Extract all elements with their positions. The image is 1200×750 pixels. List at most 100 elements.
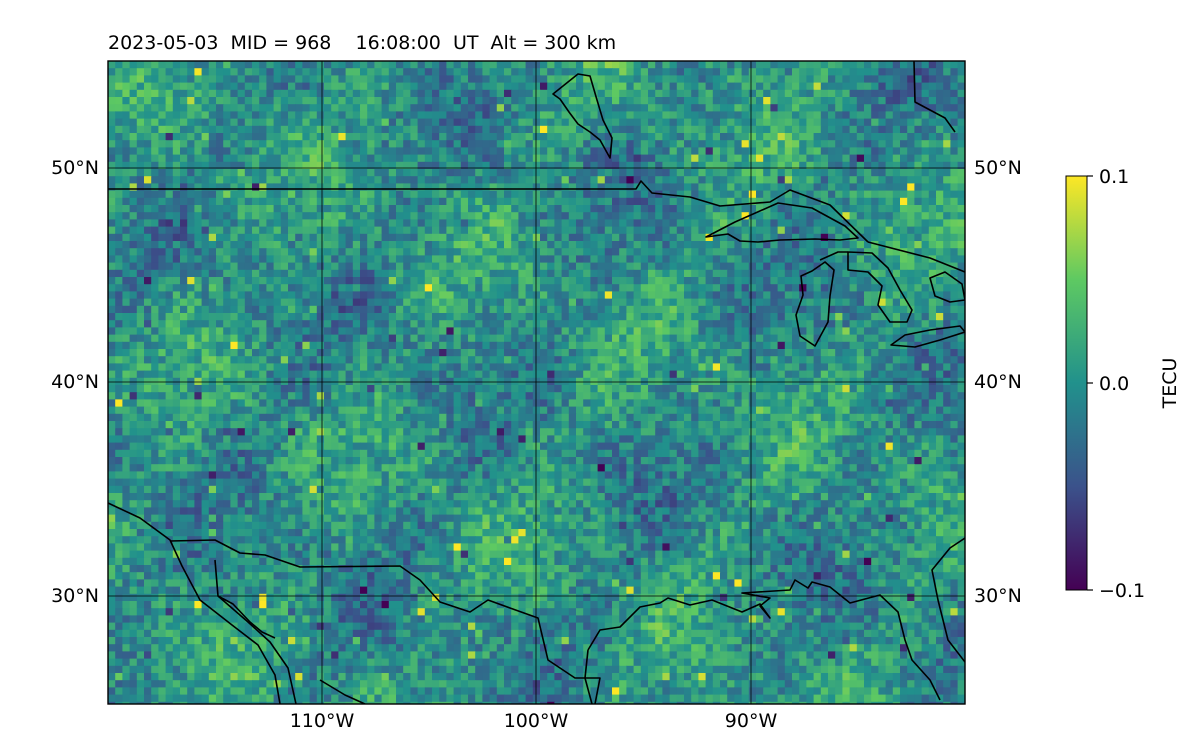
heatmap-cell: [403, 262, 411, 271]
heatmap-cell: [367, 269, 375, 278]
heatmap-cell: [612, 298, 620, 307]
heatmap-cell: [921, 61, 930, 69]
heatmap-cell: [597, 197, 606, 206]
heatmap-cell: [964, 226, 965, 235]
heatmap-cell: [878, 183, 887, 192]
heatmap-cell: [216, 320, 224, 328]
heatmap-cell: [468, 154, 476, 163]
heatmap-cell: [532, 291, 541, 300]
heatmap-cell: [626, 305, 635, 314]
heatmap-cell: [259, 169, 267, 177]
heatmap-cell: [734, 140, 743, 148]
heatmap-cell: [273, 212, 282, 220]
heatmap-cell: [280, 89, 289, 98]
heatmap-cell: [856, 140, 865, 148]
heatmap-cell: [237, 154, 246, 163]
heatmap-cell: [648, 75, 656, 84]
heatmap-cell: [705, 327, 714, 336]
heatmap-cell: [367, 176, 375, 184]
heatmap-cell: [165, 284, 174, 292]
heatmap-cell: [338, 284, 347, 292]
heatmap-cell: [187, 349, 195, 357]
heatmap-cell: [525, 269, 534, 278]
heatmap-cell: [108, 269, 116, 278]
heatmap-cell: [820, 233, 829, 242]
heatmap-cell: [259, 183, 267, 192]
heatmap-cell: [388, 233, 397, 242]
heatmap-cell: [460, 320, 469, 328]
heatmap-cell: [784, 277, 793, 285]
heatmap-cell: [943, 190, 951, 199]
heatmap-cell: [367, 334, 375, 343]
heatmap-cell: [705, 154, 714, 163]
heatmap-cell: [266, 89, 275, 98]
heatmap-cell: [194, 104, 203, 112]
heatmap-cell: [921, 305, 930, 314]
heatmap-cell: [597, 183, 606, 192]
heatmap-cell: [460, 68, 469, 76]
heatmap-cell: [381, 341, 390, 350]
heatmap-cell: [691, 291, 699, 300]
heatmap-cell: [316, 241, 325, 249]
heatmap-cell: [640, 190, 649, 199]
heatmap-cell: [388, 82, 397, 91]
heatmap-cell: [648, 176, 656, 184]
heatmap-cell: [446, 205, 455, 213]
heatmap-cell: [129, 140, 138, 148]
heatmap-cell: [273, 140, 282, 148]
heatmap-cell: [633, 97, 642, 105]
heatmap-cell: [957, 284, 965, 292]
heatmap-cell: [648, 284, 656, 292]
heatmap-cell: [691, 349, 699, 357]
heatmap-cell: [410, 334, 419, 343]
heatmap-cell: [597, 97, 606, 105]
heatmap-cell: [626, 161, 635, 170]
heatmap-cell: [136, 97, 145, 105]
heatmap-cell: [216, 190, 224, 199]
heatmap-cell: [165, 68, 174, 76]
heatmap-cell: [345, 68, 354, 76]
heatmap-cell: [252, 176, 260, 184]
heatmap-cell: [885, 154, 894, 163]
heatmap-cell: [943, 147, 951, 156]
heatmap-cell: [842, 61, 851, 69]
heatmap-cell: [194, 284, 203, 292]
heatmap-cell: [324, 219, 332, 228]
heatmap-cell: [496, 118, 505, 127]
heatmap-cell: [597, 320, 606, 328]
heatmap-cell: [496, 97, 505, 105]
heatmap-cell: [259, 97, 267, 105]
heatmap-cell: [648, 183, 656, 192]
heatmap-cell: [914, 140, 923, 148]
heatmap-cell: [813, 118, 822, 127]
heatmap-cell: [907, 334, 915, 343]
heatmap-cell: [540, 111, 548, 120]
heatmap-cell: [338, 169, 347, 177]
heatmap-cell: [597, 82, 606, 91]
heatmap-cell: [763, 269, 771, 278]
heatmap-cell: [705, 190, 714, 199]
heatmap-cell: [266, 169, 275, 177]
heatmap-cell: [295, 111, 303, 120]
heatmap-cell: [280, 298, 289, 307]
heatmap-cell: [489, 176, 498, 184]
heatmap-cell: [633, 341, 642, 350]
heatmap-cell: [309, 298, 318, 307]
heatmap-cell: [648, 133, 656, 141]
heatmap-cell: [864, 219, 872, 228]
heatmap-cell: [129, 248, 138, 256]
heatmap-cell: [230, 89, 239, 98]
heatmap-cell: [950, 262, 959, 271]
heatmap-cell: [813, 97, 822, 105]
heatmap-cell: [532, 313, 541, 321]
heatmap-cell: [302, 82, 311, 91]
heatmap-cell: [849, 133, 858, 141]
heatmap-cell: [468, 277, 476, 285]
heatmap-cell: [561, 334, 570, 343]
heatmap-cell: [856, 205, 865, 213]
heatmap-cell: [900, 349, 908, 357]
heatmap-cell: [648, 97, 656, 105]
heatmap-cell: [669, 262, 678, 271]
heatmap-cell: [273, 89, 282, 98]
heatmap-cell: [345, 197, 354, 206]
